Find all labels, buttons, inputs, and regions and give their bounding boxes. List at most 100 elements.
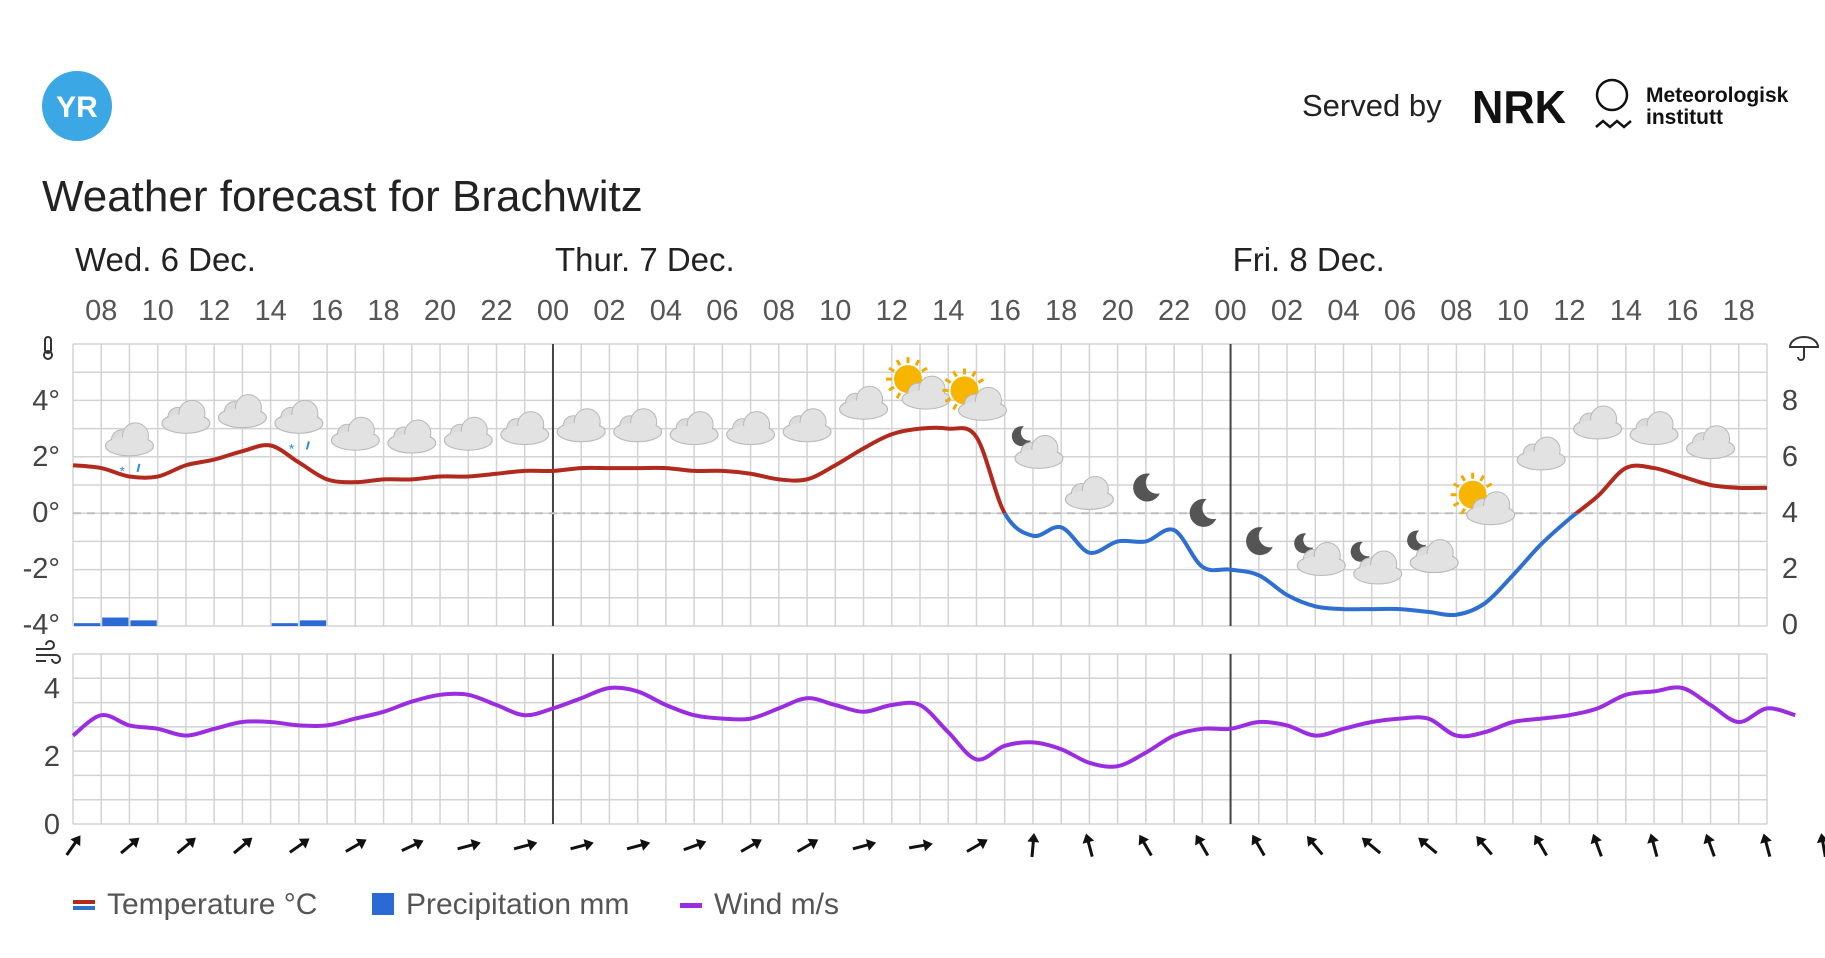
legend-label-precipitation: Precipitation mm [406,888,629,921]
met-logo-line1: Meteorologisk [1646,84,1789,107]
temperature-tick: 0° [32,497,60,529]
precipitation-bar [271,623,298,626]
hour-label: 22 [1158,295,1190,327]
cloud-icon [1573,405,1623,440]
hour-label: 18 [367,295,399,327]
met-logo-wave-icon [1595,119,1632,129]
moon-cloud-icon [1011,426,1064,469]
temperature-line [72,425,1768,618]
wind-arrow-icon [1418,837,1438,855]
moon-cloud-icon [1294,533,1346,576]
hour-label: 04 [650,295,682,327]
legend: Temperature °C Precipitation mm Wind m/s [73,888,839,921]
hour-label: 14 [255,295,287,327]
hour-label: 04 [1327,295,1359,327]
hour-labels: 08 10 12 14 16 18 20 22 00 02 04 06 08 10 12 14 16 18 20 22… [85,295,1755,327]
precipitation-tick: 8 [1782,385,1798,417]
hour-label: 12 [1553,295,1585,327]
precipitation-bar [130,620,157,626]
precipitation-bar [74,623,101,626]
cloud-sleet-icon: * [104,422,154,479]
legend-swatch-precipitation [372,893,394,915]
cloud-icon [500,411,550,446]
precipitation-tick: 4 [1782,497,1798,529]
wind-arrow-icon [1816,833,1825,858]
wind-arrow-icon [65,835,81,856]
wind-arrow-icon [345,838,367,853]
precipitation-tick: 6 [1782,441,1798,473]
hour-label: 02 [1271,295,1303,327]
wind-arrow-icon [1306,836,1324,856]
cloud-icon [161,399,211,434]
hour-label: 12 [198,295,230,327]
wind-arrow-icon [457,839,481,851]
moon-cloud-icon [1407,530,1459,574]
hour-label: 20 [424,295,456,327]
weather-symbols: ** [104,357,1736,585]
yr-logo[interactable]: YR [42,71,112,141]
cloud-icon [330,416,380,451]
wind-arrow-icon [740,838,762,853]
hour-label: 06 [1384,295,1416,327]
legend-swatch-temperature-warm [73,900,95,904]
precipitation-bar [299,620,327,626]
wind-arrow-icon [1251,834,1266,857]
cloud-icon [726,411,776,446]
wind-tick: 0 [44,809,60,841]
hour-label: 00 [537,295,569,327]
hour-label: 10 [819,295,851,327]
wind-arrow-icon [233,837,253,855]
moon-cloud-icon [1350,541,1403,585]
wind-arrow-icon [570,839,594,851]
wind-arrow-icon [1195,834,1210,857]
page-title: Weather forecast for Brachwitz [42,172,643,221]
day-label: Thur. 7 Dec. [555,241,735,278]
wind-arrow-icon [966,838,988,853]
hour-label: 12 [876,295,908,327]
cloud-icon [669,411,719,446]
wind-arrow-icon [1533,834,1548,857]
hour-label: 18 [1045,295,1077,327]
wind-arrow-icon [1760,833,1772,858]
sun-cloud-icon [1450,472,1516,526]
day-labels: Wed. 6 Dec. Thur. 7 Dec. Fri. 8 Dec. [75,241,1385,278]
cloud-sleet-icon: * [274,399,324,456]
hour-label: 20 [1102,295,1134,327]
hour-label: 10 [142,295,174,327]
hour-label: 14 [932,295,964,327]
hour-label: 06 [706,295,738,327]
wind-arrow-icon [908,839,933,852]
legend-swatch-temperature-cold [73,906,95,910]
temperature-tick: 4° [32,385,60,417]
wind-arrow-icon [852,839,877,851]
legend-swatch-wind [680,903,702,908]
moon-icon [1189,498,1217,527]
cloud-icon [1686,425,1736,460]
met-logo-icon [1595,78,1629,112]
yr-logo-text: YR [56,91,98,124]
wind-arrow-icon [626,839,651,851]
precipitation-bar [102,617,129,626]
hour-label: 18 [1723,295,1755,327]
wind-arrow-icon [1361,837,1382,855]
hour-label: 02 [593,295,625,327]
met-logo[interactable]: Meteorologisk institutt [1595,78,1789,129]
nrk-logo[interactable]: NRK [1472,81,1566,133]
wind-arrow-icon [683,838,707,852]
temperature-line-cold [1002,513,1580,618]
wind-arrow-icon [288,838,310,854]
hour-label: 16 [311,295,343,327]
cloud-icon [1629,411,1679,446]
cloud-icon [782,408,832,443]
svg-text:*: * [119,463,125,479]
wind-arrow-icon [1703,833,1716,857]
wind-arrow-icon [1082,833,1095,858]
moon-icon [1246,527,1273,556]
hour-label: 14 [1610,295,1642,327]
moon-icon [1133,473,1160,502]
hour-label: 16 [1666,295,1698,327]
wind-arrow-icon [120,837,140,855]
wind-arrow-icon [401,838,424,853]
wind-arrow-icon [1590,833,1603,857]
